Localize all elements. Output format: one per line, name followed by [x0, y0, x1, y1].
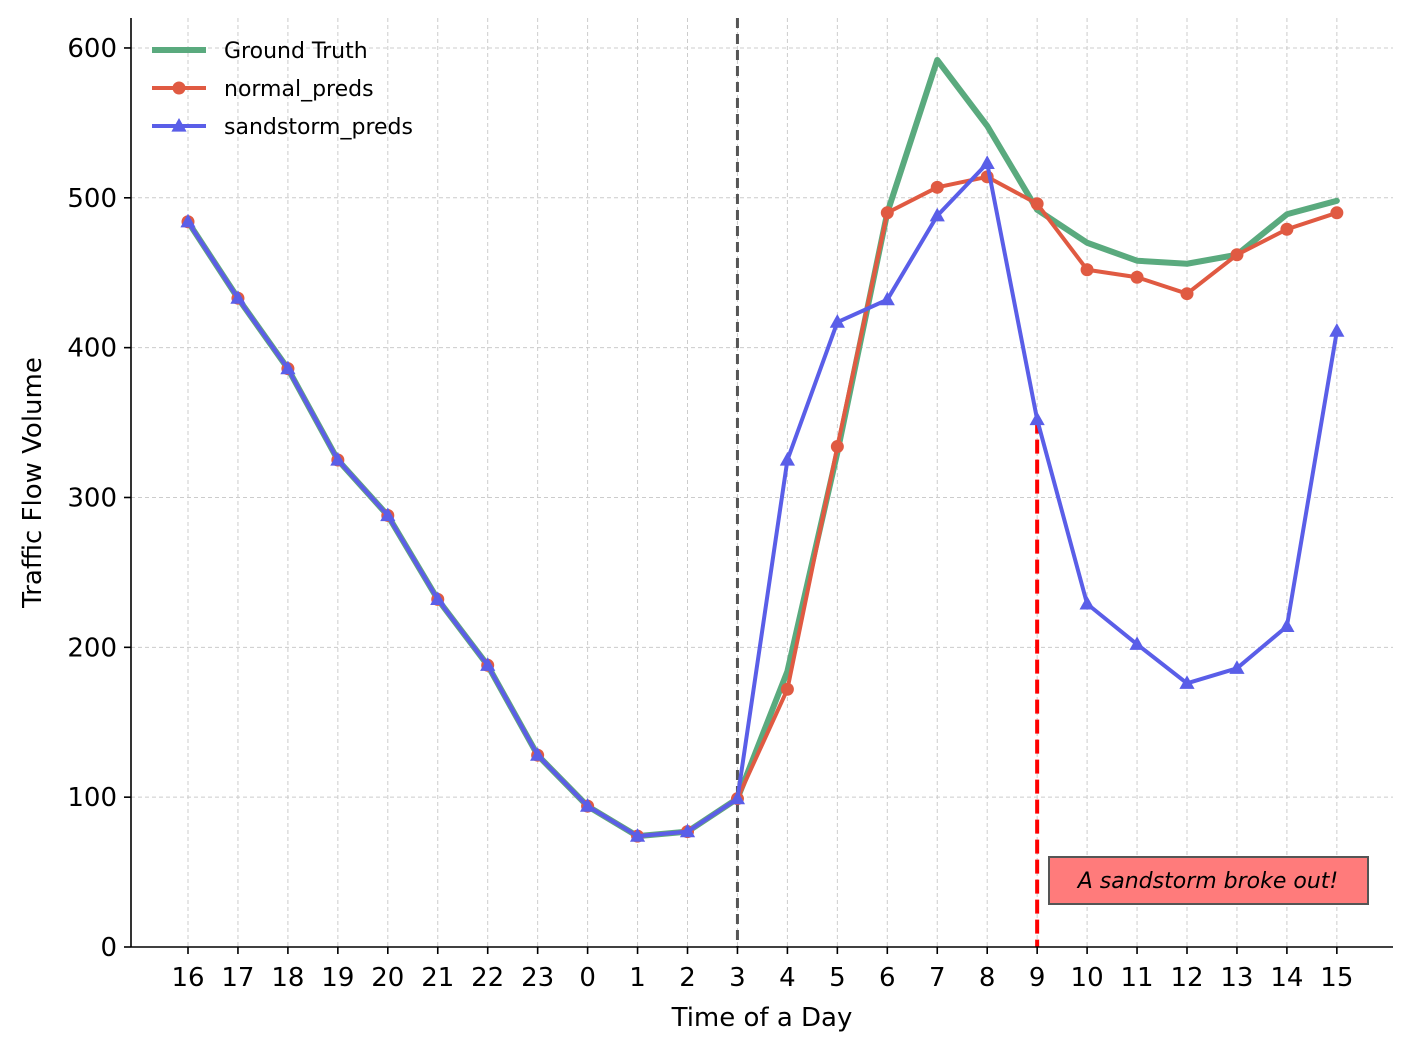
y-tick-label: 0	[100, 933, 117, 963]
y-tick-label: 500	[67, 184, 117, 214]
x-ticks: 16 17 18 19 20 21 22 23 0 1 2 3 4 5 6 7 8 9 10 11 12 13 14 15	[171, 947, 1353, 993]
x-tick-label: 13	[1220, 963, 1253, 993]
series-group	[180, 56, 1345, 843]
data-point-normal-preds	[930, 180, 944, 194]
x-tick-label: 2	[679, 963, 696, 993]
data-point-sandstorm-preds	[929, 207, 945, 222]
legend: Ground Truth normal_preds sandstorm_pred…	[152, 39, 413, 140]
data-point-sandstorm-preds	[1129, 636, 1145, 650]
x-tick-label: 15	[1320, 963, 1353, 993]
y-axis-label: Traffic Flow Volume	[18, 357, 48, 609]
data-point-normal-preds	[1130, 270, 1144, 284]
x-tick-label: 0	[579, 963, 596, 993]
x-tick-label: 4	[779, 963, 796, 993]
series-ground-truth	[185, 56, 1340, 840]
data-point-normal-preds	[1080, 263, 1094, 277]
data-point-normal-preds	[1230, 248, 1244, 262]
legend-item-ground-truth: Ground Truth	[152, 39, 368, 64]
data-point-sandstorm-preds	[480, 657, 496, 671]
data-point-normal-preds	[1330, 206, 1344, 220]
x-axis-label: Time of a Day	[671, 1003, 853, 1033]
x-tick-label: 19	[321, 963, 354, 993]
data-point-sandstorm-preds	[729, 790, 746, 805]
data-point-sandstorm-preds	[779, 452, 795, 466]
data-point-sandstorm-preds	[829, 314, 845, 328]
series-line-sandstorm-preds	[186, 161, 1339, 839]
data-point-sandstorm-preds	[530, 747, 546, 761]
y-tick-label: 300	[67, 483, 117, 513]
sandstorm-annotation: A sandstorm broke out!	[1048, 856, 1369, 905]
x-tick-label: 12	[1170, 963, 1203, 993]
x-tick-label: 3	[729, 963, 746, 993]
y-tick-label: 400	[67, 334, 117, 364]
data-point-normal-preds	[1180, 287, 1194, 301]
data-point-sandstorm-preds	[1279, 618, 1295, 632]
data-point-sandstorm-preds	[629, 828, 646, 842]
data-point-sandstorm-preds	[430, 591, 446, 605]
data-point-sandstorm-preds	[180, 213, 196, 228]
x-tick-label: 18	[271, 963, 304, 993]
legend-label-ground-truth: Ground Truth	[224, 39, 368, 64]
data-point-sandstorm-preds	[280, 360, 296, 375]
data-point-normal-preds	[880, 206, 894, 220]
data-point-sandstorm-preds	[879, 291, 895, 306]
series-normal-preds	[181, 170, 1344, 843]
x-tick-label: 14	[1270, 963, 1303, 993]
data-point-sandstorm-preds	[230, 290, 246, 304]
legend-item-normal-preds: normal_preds	[152, 77, 374, 102]
x-tick-label: 8	[979, 963, 996, 993]
data-point-sandstorm-preds	[380, 507, 396, 522]
x-tick-label: 1	[629, 963, 646, 993]
data-point-normal-preds	[830, 440, 844, 454]
data-point-normal-preds	[1280, 222, 1294, 236]
legend-marker-triangle	[171, 118, 187, 132]
y-tick-label: 600	[67, 34, 117, 64]
data-point-sandstorm-preds	[1029, 411, 1045, 426]
x-tick-label: 22	[471, 963, 504, 993]
x-tick-label: 6	[879, 963, 896, 993]
x-tick-label: 9	[1029, 963, 1046, 993]
data-point-normal-preds	[780, 682, 794, 696]
data-point-sandstorm-preds	[580, 798, 596, 812]
data-point-sandstorm-preds	[1179, 675, 1195, 689]
data-point-sandstorm-preds	[330, 452, 346, 466]
x-tick-label: 11	[1121, 963, 1154, 993]
x-tick-label: 10	[1071, 963, 1104, 993]
data-point-sandstorm-preds	[979, 155, 995, 169]
x-tick-label: 21	[421, 963, 454, 993]
y-tick-label: 200	[67, 633, 117, 663]
legend-marker-circle	[172, 81, 186, 95]
axes	[130, 18, 1393, 948]
data-point-sandstorm-preds	[1329, 323, 1345, 337]
x-tick-label: 7	[929, 963, 946, 993]
legend-label-sandstorm-preds: sandstorm_preds	[224, 115, 413, 140]
annotation-box	[1048, 856, 1369, 905]
data-point-sandstorm-preds	[1229, 660, 1245, 674]
y-tick-label: 100	[67, 783, 117, 813]
data-point-normal-preds	[1030, 197, 1044, 211]
data-point-sandstorm-preds	[1079, 595, 1095, 610]
legend-item-sandstorm-preds: sandstorm_preds	[152, 115, 413, 140]
y-ticks: 0 100 200 300 400 500 600	[67, 34, 131, 963]
x-tick-label: 5	[829, 963, 846, 993]
x-tick-label: 20	[371, 963, 404, 993]
annotation-text: A sandstorm broke out!	[1076, 869, 1339, 894]
x-tick-label: 16	[171, 963, 204, 993]
data-point-sandstorm-preds	[679, 823, 696, 838]
legend-label-normal-preds: normal_preds	[224, 77, 374, 102]
x-tick-label: 23	[521, 963, 554, 993]
x-tick-label: 17	[221, 963, 254, 993]
series-sandstorm-preds	[180, 155, 1345, 842]
series-line-ground-truth	[185, 56, 1340, 840]
grid	[131, 18, 1393, 948]
